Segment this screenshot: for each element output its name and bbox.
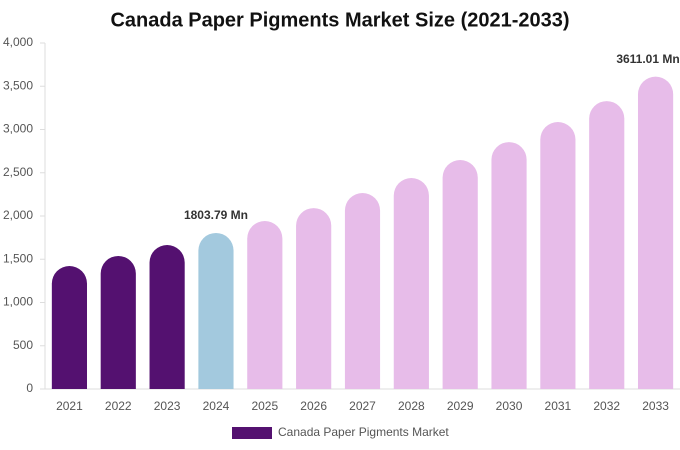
bar — [442, 160, 478, 389]
x-tick-label: 2026 — [300, 399, 327, 413]
legend-label: Canada Paper Pigments Market — [278, 425, 449, 439]
bar — [198, 232, 234, 389]
y-tick-label: 1,500 — [3, 251, 33, 265]
legend-swatch — [232, 427, 272, 439]
x-tick-label: 2031 — [545, 399, 572, 413]
bar — [247, 221, 283, 389]
y-tick-label: 1,000 — [3, 295, 33, 309]
y-tick-label: 500 — [13, 338, 33, 352]
y-tick-label: 2,500 — [3, 165, 33, 179]
bar — [491, 142, 527, 389]
data-label: 3611.01 Mn — [616, 52, 679, 66]
x-tick-label: 2022 — [105, 399, 132, 413]
x-tick-label: 2030 — [496, 399, 523, 413]
y-tick-label: 3,000 — [3, 122, 33, 136]
bar — [296, 208, 332, 389]
x-tick-label: 2023 — [154, 399, 181, 413]
bar — [100, 255, 136, 389]
x-tick-label: 2028 — [398, 399, 425, 413]
data-label: 1803.79 Mn — [184, 208, 248, 222]
x-tick-label: 2032 — [593, 399, 620, 413]
x-tick-label: 2021 — [56, 399, 83, 413]
x-tick-label: 2027 — [349, 399, 376, 413]
x-tick-label: 2025 — [251, 399, 278, 413]
y-tick-label: 0 — [26, 381, 33, 395]
bar — [540, 121, 576, 389]
bar — [589, 101, 625, 390]
x-tick-label: 2024 — [203, 399, 230, 413]
bar — [149, 244, 185, 389]
bar — [393, 178, 429, 389]
y-tick-label: 4,000 — [3, 35, 33, 49]
x-tick-label: 2029 — [447, 399, 474, 413]
bar — [637, 76, 674, 389]
x-tick-label: 2033 — [642, 399, 669, 413]
chart-title: Canada Paper Pigments Market Size (2021-… — [110, 9, 569, 31]
y-tick-label: 3,500 — [3, 78, 33, 92]
bar — [344, 192, 381, 389]
y-tick-label: 2,000 — [3, 208, 33, 222]
bar — [51, 266, 88, 389]
